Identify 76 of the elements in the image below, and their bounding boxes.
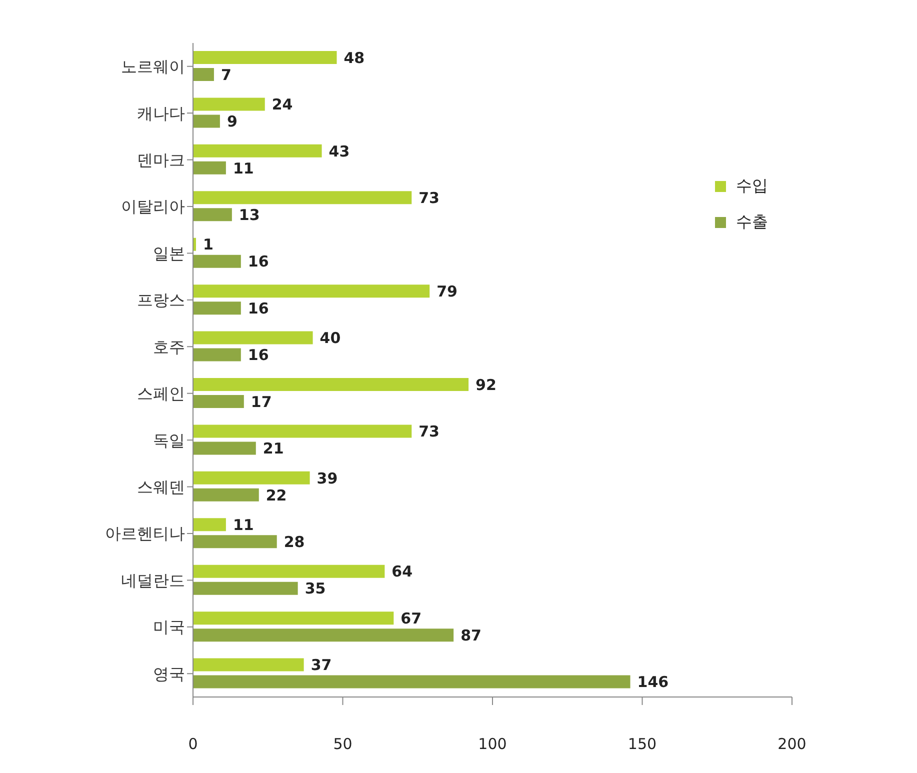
y-tick-label: 프랑스 bbox=[137, 290, 185, 310]
bar bbox=[193, 612, 394, 625]
y-tick-label: 네덜란드 bbox=[121, 570, 185, 590]
data-label: 48 bbox=[344, 48, 365, 67]
y-tick-label: 이탈리아 bbox=[121, 197, 185, 216]
data-label: 16 bbox=[248, 252, 269, 271]
x-tick-label: 50 bbox=[333, 735, 352, 753]
data-label: 73 bbox=[418, 422, 440, 441]
data-label: 92 bbox=[476, 376, 496, 394]
bar bbox=[193, 395, 244, 408]
data-label: 67 bbox=[400, 609, 422, 628]
data-label: 87 bbox=[460, 626, 482, 644]
legend-label: 수입 bbox=[736, 176, 768, 195]
bar bbox=[193, 378, 469, 391]
bar bbox=[193, 254, 241, 268]
y-tick-label: 일본 bbox=[153, 244, 185, 263]
data-label: 146 bbox=[637, 673, 669, 692]
data-label: 28 bbox=[284, 532, 305, 551]
y-tick-label: 영국 bbox=[153, 664, 185, 684]
data-label: 11 bbox=[232, 516, 254, 534]
data-label: 16 bbox=[248, 299, 269, 318]
y-tick-label: 아르헨티나 bbox=[105, 524, 185, 544]
y-tick-label: 캐나다 bbox=[137, 104, 185, 123]
x-tick-label: 100 bbox=[478, 735, 507, 753]
y-tick-label: 미국 bbox=[153, 618, 185, 637]
data-label: 21 bbox=[262, 440, 284, 458]
data-label: 39 bbox=[316, 469, 338, 488]
bar bbox=[193, 114, 220, 128]
data-label: 24 bbox=[272, 96, 293, 114]
data-label: 64 bbox=[392, 562, 413, 581]
y-tick-label: 노르웨이 bbox=[121, 57, 185, 76]
bar bbox=[193, 191, 412, 204]
data-label: 13 bbox=[238, 206, 260, 224]
data-label: 16 bbox=[248, 346, 269, 364]
bar bbox=[193, 302, 241, 315]
data-label: 7 bbox=[220, 66, 232, 84]
data-label: 40 bbox=[320, 329, 341, 348]
data-label: 17 bbox=[250, 392, 272, 411]
data-label: 73 bbox=[418, 188, 440, 207]
data-label: 9 bbox=[226, 112, 238, 131]
data-label: 37 bbox=[310, 656, 332, 674]
y-tick-label: 호주 bbox=[153, 337, 185, 356]
data-label: 11 bbox=[232, 159, 254, 178]
bar bbox=[193, 535, 277, 548]
data-label: 79 bbox=[436, 282, 458, 300]
bar bbox=[193, 628, 454, 642]
bar bbox=[193, 144, 322, 158]
bar bbox=[193, 582, 298, 595]
legend-label: 수출 bbox=[736, 212, 768, 231]
bar bbox=[193, 284, 430, 298]
bar bbox=[193, 51, 337, 64]
data-label: 43 bbox=[328, 142, 350, 160]
bar bbox=[193, 564, 385, 578]
data-label: 1 bbox=[202, 236, 214, 254]
bar bbox=[193, 518, 226, 532]
bar bbox=[193, 488, 259, 502]
bar bbox=[193, 208, 232, 222]
bar bbox=[193, 471, 310, 484]
data-label: 22 bbox=[266, 486, 287, 504]
bar bbox=[193, 658, 304, 672]
bar bbox=[193, 331, 313, 344]
x-tick-label: 200 bbox=[778, 735, 806, 753]
y-tick-label: 스웨덴 bbox=[137, 477, 185, 496]
bar bbox=[193, 442, 256, 455]
y-tick-label: 스페인 bbox=[137, 384, 185, 404]
x-tick-label: 0 bbox=[188, 735, 198, 753]
x-tick-label: 150 bbox=[628, 735, 657, 753]
y-tick-label: 독일 bbox=[153, 430, 185, 450]
bar bbox=[193, 424, 412, 438]
data-label: 35 bbox=[304, 580, 326, 598]
bar bbox=[193, 98, 265, 111]
bar bbox=[193, 675, 630, 688]
bar bbox=[193, 348, 241, 362]
bar bbox=[193, 68, 214, 81]
y-tick-label: 덴마크 bbox=[137, 150, 185, 170]
bar bbox=[193, 161, 226, 174]
